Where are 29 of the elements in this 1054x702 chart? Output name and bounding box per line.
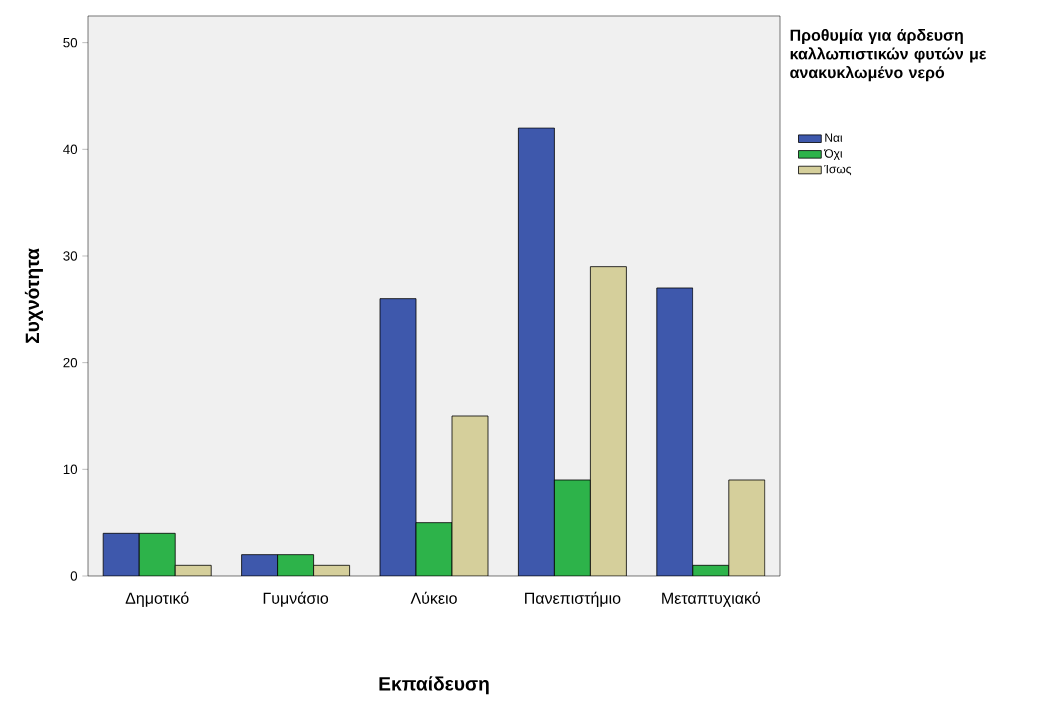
x-tick-label: Λύκειο xyxy=(410,591,457,604)
y-tick-label: 10 xyxy=(63,464,78,475)
bar xyxy=(380,298,416,576)
bar xyxy=(277,554,314,576)
y-tick-label: 0 xyxy=(70,571,78,581)
bar xyxy=(728,479,766,576)
bar xyxy=(656,287,694,576)
legend-label: Ίσως xyxy=(824,164,852,176)
bar xyxy=(452,415,488,576)
y-tick-label: 20 xyxy=(63,357,78,368)
bar xyxy=(518,127,555,576)
legend-title: Προθυμία για άρδευση καλλωπιστικών φυτών με ανακυκλωμένο νερό xyxy=(790,28,987,82)
x-tick-label: Μεταπτυχιακό xyxy=(662,591,761,608)
x-tick-label: Πανεπιστήμιο xyxy=(525,591,621,608)
legend-label: Ναι xyxy=(825,133,843,142)
bar xyxy=(103,533,140,576)
legend-label: Όχι xyxy=(823,149,843,161)
bar xyxy=(416,522,452,576)
x-axis-title: Εκπαίδευση xyxy=(379,676,489,695)
bar xyxy=(554,479,591,576)
bar xyxy=(139,533,176,576)
x-tick-label: Δημοτικό xyxy=(125,591,189,608)
y-tick-label: 40 xyxy=(63,144,78,155)
y-tick-label: 30 xyxy=(63,251,78,261)
x-tick-label: Γυμνάσιο xyxy=(263,591,329,607)
bar xyxy=(241,554,278,576)
y-tick-label: 50 xyxy=(63,37,78,48)
bar xyxy=(590,266,627,576)
y-axis-title: Συχνότητα xyxy=(24,248,43,344)
